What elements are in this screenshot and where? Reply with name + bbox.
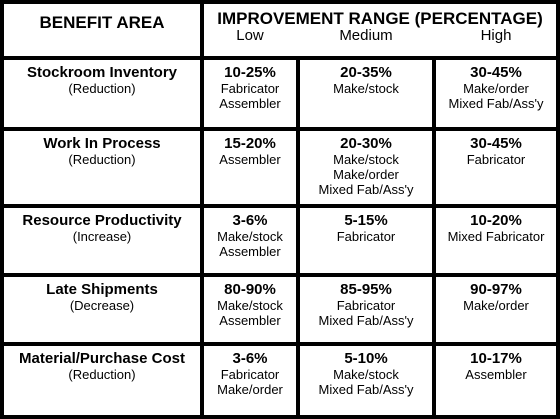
- low-range-cell: 80-90% Make/stock Assembler: [204, 277, 296, 342]
- low-company-type: Fabricator: [220, 81, 280, 96]
- benefit-area-cell: Stockroom Inventory (Reduction): [4, 60, 200, 127]
- high-company-type: Make/order: [463, 298, 529, 313]
- benefit-area-note: (Reduction): [68, 152, 136, 167]
- low-company-type: Make/stock: [217, 298, 283, 313]
- medium-percentage: 5-15%: [344, 212, 388, 229]
- medium-range-cell: 85-95% Fabricator Mixed Fab/Ass'y: [300, 277, 432, 342]
- low-company-type: Assembler: [219, 96, 281, 111]
- benefit-area-note: (Decrease): [69, 298, 135, 313]
- high-range-cell: 30-45% Fabricator: [436, 131, 556, 204]
- high-percentage: 30-45%: [470, 64, 522, 81]
- high-company-type: Fabricator: [466, 152, 526, 167]
- medium-company-type: Mixed Fab/Ass'y: [318, 182, 414, 197]
- low-range-cell: 15-20% Assembler: [204, 131, 296, 204]
- medium-percentage: 85-95%: [340, 281, 392, 298]
- medium-range-cell: 5-10% Make/stock Mixed Fab/Ass'y: [300, 346, 432, 415]
- low-range-cell: 3-6% Make/stock Assembler: [204, 208, 296, 273]
- header-benefit-area: BENEFIT AREA: [39, 13, 165, 32]
- low-company-type: Make/stock: [217, 229, 283, 244]
- high-percentage: 10-17%: [470, 350, 522, 367]
- low-percentage: 3-6%: [232, 350, 268, 367]
- medium-percentage: 5-10%: [344, 350, 388, 367]
- medium-company-type: Fabricator: [336, 298, 396, 313]
- header-high: High: [480, 27, 512, 44]
- benefit-area-cell: Material/Purchase Cost (Reduction): [4, 346, 200, 415]
- header-benefit-area-cell: BENEFIT AREA: [4, 4, 200, 56]
- benefit-area-note: (Reduction): [68, 367, 136, 382]
- high-company-type: Assembler: [465, 367, 527, 382]
- header-low: Low: [236, 27, 264, 44]
- medium-percentage: 20-35%: [340, 64, 392, 81]
- high-company-type: Mixed Fab/Ass'y: [448, 96, 544, 111]
- high-range-cell: 10-17% Assembler: [436, 346, 556, 415]
- header-medium: Medium: [339, 27, 393, 44]
- medium-range-cell: 20-35% Make/stock: [300, 60, 432, 127]
- low-percentage: 3-6%: [232, 212, 268, 229]
- high-percentage: 10-20%: [470, 212, 522, 229]
- low-company-type: Assembler: [219, 244, 281, 259]
- low-company-type: Assembler: [219, 313, 281, 328]
- header-improvement-cell: IMPROVEMENT RANGE (PERCENTAGE) Low Mediu…: [204, 4, 556, 56]
- benefit-area-cell: Work In Process (Reduction): [4, 131, 200, 204]
- header-improvement-range: IMPROVEMENT RANGE (PERCENTAGE): [217, 9, 543, 28]
- high-company-type: Mixed Fabricator: [447, 229, 545, 244]
- low-percentage: 10-25%: [224, 64, 276, 81]
- high-range-cell: 90-97% Make/order: [436, 277, 556, 342]
- low-range-cell: 3-6% Fabricator Make/order: [204, 346, 296, 415]
- low-percentage: 15-20%: [224, 135, 276, 152]
- benefit-area-cell: Late Shipments (Decrease): [4, 277, 200, 342]
- low-company-type: Make/order: [217, 382, 283, 397]
- medium-company-type: Mixed Fab/Ass'y: [318, 382, 414, 397]
- medium-company-type: Make/order: [333, 167, 399, 182]
- medium-company-type: Make/stock: [333, 81, 399, 96]
- high-percentage: 30-45%: [470, 135, 522, 152]
- high-range-cell: 10-20% Mixed Fabricator: [436, 208, 556, 273]
- low-company-type: Fabricator: [220, 367, 280, 382]
- medium-company-type: Fabricator: [336, 229, 396, 244]
- high-range-cell: 30-45% Make/order Mixed Fab/Ass'y: [436, 60, 556, 127]
- low-range-cell: 10-25% Fabricator Assembler: [204, 60, 296, 127]
- benefit-area-cell: Resource Productivity (Increase): [4, 208, 200, 273]
- benefit-area-note: (Increase): [72, 229, 132, 244]
- benefit-area-note: (Reduction): [68, 81, 136, 96]
- low-percentage: 80-90%: [224, 281, 276, 298]
- medium-company-type: Make/stock: [333, 367, 399, 382]
- benefit-area-title: Material/Purchase Cost: [19, 350, 185, 367]
- benefit-area-title: Work In Process: [43, 135, 161, 152]
- medium-range-cell: 20-30% Make/stock Make/order Mixed Fab/Ass'…: [300, 131, 432, 204]
- medium-company-type: Mixed Fab/Ass'y: [318, 313, 414, 328]
- high-company-type: Make/order: [463, 81, 529, 96]
- benefit-area-title: Late Shipments: [46, 281, 158, 298]
- medium-percentage: 20-30%: [340, 135, 392, 152]
- benefit-area-title: Resource Productivity: [22, 212, 182, 229]
- medium-range-cell: 5-15% Fabricator: [300, 208, 432, 273]
- medium-company-type: Make/stock: [333, 152, 399, 167]
- benefit-area-title: Stockroom Inventory: [26, 64, 178, 81]
- high-percentage: 90-97%: [470, 281, 522, 298]
- low-company-type: Assembler: [219, 152, 281, 167]
